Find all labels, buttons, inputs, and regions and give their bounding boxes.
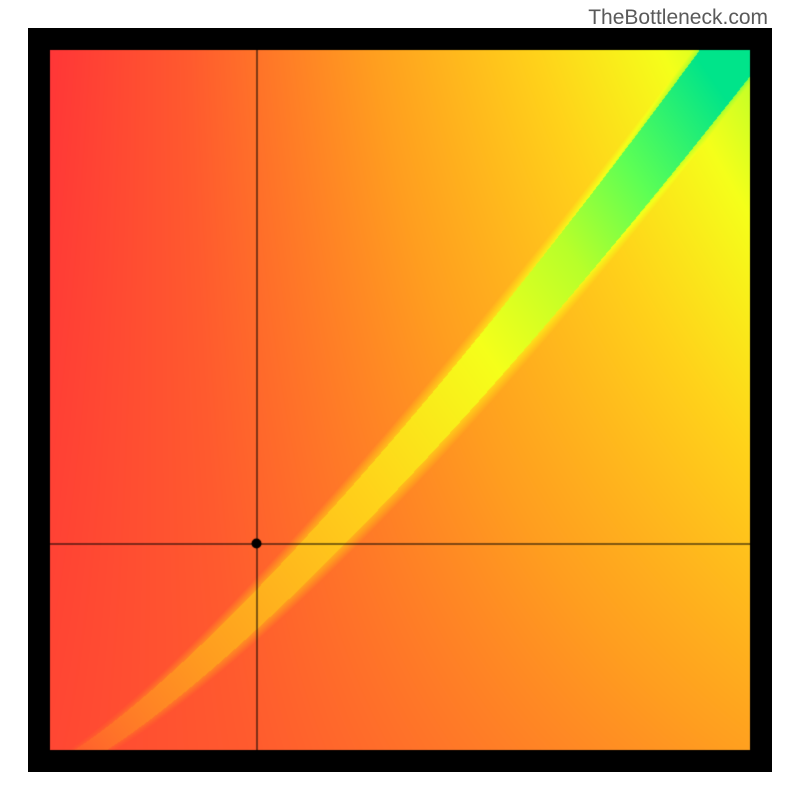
chart-frame [28,28,772,772]
heatmap-canvas [28,28,772,772]
watermark-text: TheBottleneck.com [588,6,768,30]
chart-container: TheBottleneck.com [0,0,800,800]
